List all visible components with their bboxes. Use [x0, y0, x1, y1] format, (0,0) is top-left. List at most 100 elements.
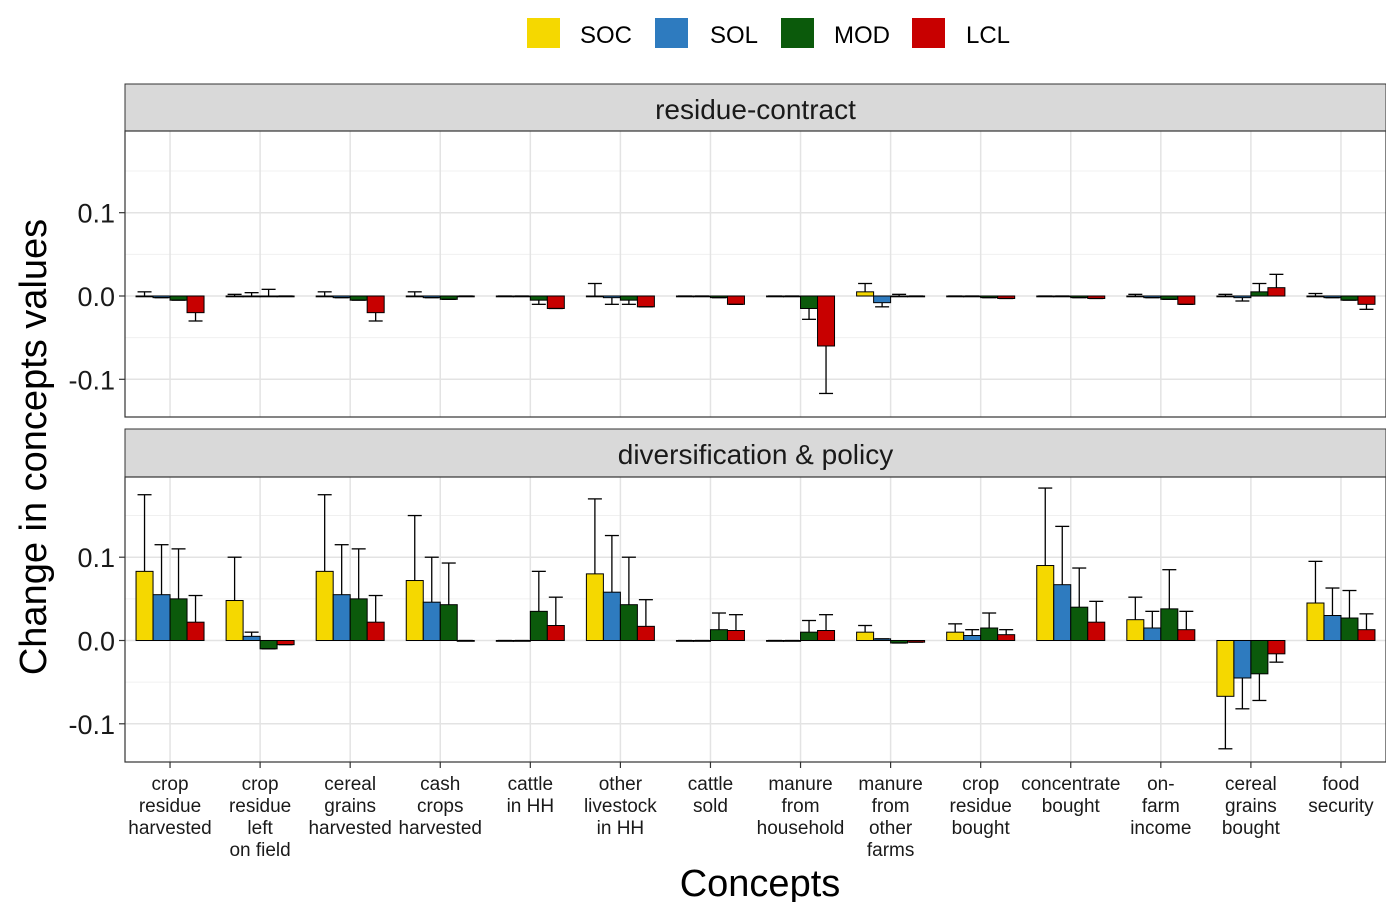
- bar-lcl: [1267, 287, 1286, 297]
- bar-lcl: [1357, 295, 1376, 305]
- x-tick-label: crop residue harvested: [128, 774, 211, 839]
- x-tick-label: food security: [1308, 774, 1374, 817]
- x-tick-label: cash crops harvested: [399, 774, 482, 839]
- bar-sol: [1233, 640, 1252, 679]
- bar-sol: [1143, 627, 1162, 642]
- y-axis-title: Change in concepts values: [13, 219, 55, 675]
- bar-lcl: [817, 630, 836, 642]
- x-axis-title: Concepts: [680, 863, 841, 902]
- bar-lcl: [1267, 640, 1286, 655]
- panel-strip: [124, 428, 1386, 478]
- bar-mod: [259, 295, 278, 298]
- bar-soc: [405, 295, 424, 298]
- bar-soc: [1306, 295, 1325, 298]
- panel-border: [124, 130, 1386, 418]
- panel-background: [125, 477, 1386, 762]
- bar-lcl: [1357, 629, 1376, 642]
- x-tick-label: cattle sold: [688, 774, 733, 817]
- panel-title: residue-contract: [655, 94, 856, 125]
- legend-swatch-lcl: [912, 18, 945, 48]
- x-tick-label: cereal grains bought: [1222, 774, 1281, 839]
- bar-mod: [1340, 617, 1359, 641]
- bar-soc: [856, 631, 875, 641]
- bar-lcl: [366, 295, 385, 314]
- x-tick-label: manure from household: [757, 774, 845, 839]
- bar-sol: [152, 594, 171, 641]
- bar-mod: [529, 610, 548, 641]
- bar-lcl: [636, 295, 655, 308]
- bar-sol: [963, 635, 982, 642]
- bar-lcl: [546, 295, 565, 309]
- bar-sol: [602, 295, 621, 299]
- bar-mod: [619, 295, 638, 301]
- bar-mod: [980, 627, 999, 642]
- bar-soc: [856, 291, 875, 297]
- x-tick-label: cereal grains harvested: [308, 774, 391, 839]
- legend-swatch-mod: [781, 18, 814, 48]
- panel-background: [125, 131, 1386, 417]
- bar-mod: [259, 640, 278, 650]
- bar-mod: [890, 295, 909, 298]
- bar-lcl: [1087, 621, 1106, 642]
- panel-strip: [124, 83, 1386, 132]
- legend-label-soc: SOC: [580, 22, 632, 49]
- bar-soc: [585, 295, 604, 298]
- legend-label-sol: SOL: [710, 22, 758, 49]
- bar-soc: [1306, 602, 1325, 642]
- y-tick-label: 0.1: [77, 543, 115, 573]
- bar-lcl: [1177, 295, 1196, 305]
- bar-mod: [1160, 608, 1179, 642]
- legend-swatch-soc: [527, 18, 560, 48]
- bar-soc: [946, 631, 965, 641]
- bar-mod: [1250, 291, 1269, 297]
- x-tick-label: on-farm income: [1130, 774, 1191, 839]
- y-tick-label: -0.1: [68, 365, 115, 395]
- bar-soc: [1036, 565, 1055, 642]
- x-axis-tick-labels: crop residue harvested crop residue left on fi…: [128, 762, 1374, 861]
- bar-mod: [619, 604, 638, 642]
- bar-lcl: [1177, 629, 1196, 642]
- bar-soc: [405, 580, 424, 641]
- bar-soc: [315, 570, 334, 642]
- bar-sol: [1233, 295, 1252, 299]
- bar-lcl: [186, 621, 205, 642]
- y-tick-label: 0.1: [77, 199, 115, 229]
- bar-soc: [1216, 640, 1235, 697]
- bar-sol: [242, 295, 261, 298]
- panel-title: diversification & policy: [618, 439, 893, 470]
- bar-soc: [1126, 619, 1145, 641]
- x-tick-label: manure from other farms: [858, 774, 922, 861]
- bar-sol: [1323, 615, 1342, 642]
- bar-lcl: [817, 295, 836, 347]
- panel-2: diversification & policy: [124, 428, 1386, 763]
- bar-lcl: [636, 625, 655, 641]
- y-axis-tick-labels: -0.1 0.0 0.1 -0.1 0.0 0.1: [68, 199, 125, 740]
- bar-lcl: [186, 295, 205, 314]
- bar-mod: [800, 631, 819, 641]
- bar-mod: [1070, 606, 1089, 641]
- bar-mod: [709, 629, 728, 642]
- bar-soc: [585, 573, 604, 641]
- y-tick-label: -0.1: [68, 710, 115, 740]
- panel-border: [124, 476, 1386, 763]
- bar-mod: [800, 295, 819, 309]
- x-tick-label: concentrate bought: [1021, 774, 1120, 817]
- bar-soc: [315, 295, 334, 298]
- bar-mod: [439, 604, 458, 642]
- bar-sol: [332, 594, 351, 641]
- bar-lcl: [726, 295, 745, 305]
- legend-label-lcl: LCL: [966, 22, 1010, 49]
- bar-sol: [602, 591, 621, 641]
- bar-soc: [135, 570, 154, 642]
- bar-sol: [422, 601, 441, 642]
- bar-soc: [1126, 295, 1145, 298]
- bar-sol: [242, 635, 261, 642]
- y-tick-label: 0.0: [77, 627, 115, 657]
- y-tick-label: 0.0: [77, 282, 115, 312]
- bar-lcl: [366, 621, 385, 642]
- bar-lcl: [726, 630, 745, 642]
- legend-swatch-sol: [655, 18, 688, 48]
- bar-mod: [169, 598, 188, 641]
- bar-lcl: [546, 625, 565, 641]
